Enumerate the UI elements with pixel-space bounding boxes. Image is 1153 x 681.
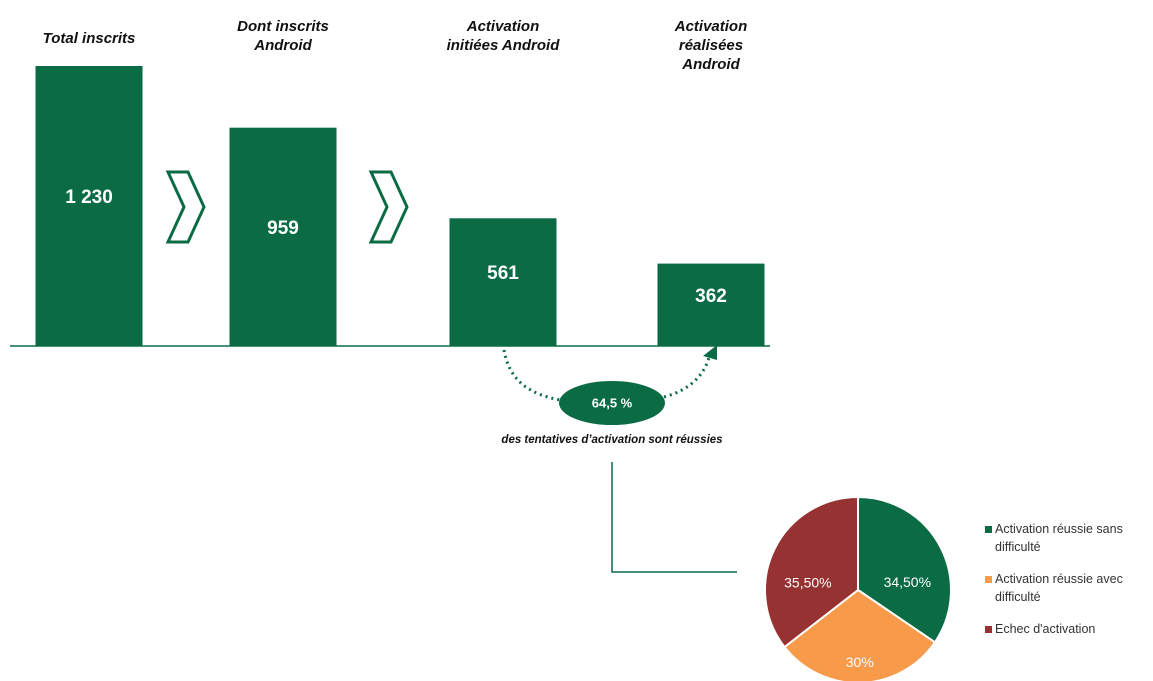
callout-badge bbox=[559, 381, 665, 425]
legend-entry: Activation réussie avec difficulté bbox=[985, 570, 1153, 606]
category-label: Activation initiées Android bbox=[446, 18, 560, 54]
value-label: 362 bbox=[695, 286, 727, 307]
legend-swatch bbox=[985, 576, 992, 583]
chevrons bbox=[165, 170, 409, 244]
callout-value: 64,5 % bbox=[592, 395, 633, 410]
legend-entry: Echec d'activation bbox=[985, 620, 1153, 638]
legend-entry: Activation réussie sans difficulté bbox=[985, 520, 1153, 556]
bar bbox=[657, 263, 765, 346]
legend-swatch bbox=[985, 526, 992, 533]
connector bbox=[611, 462, 737, 573]
slice-label: 34,50% bbox=[884, 574, 931, 590]
bar bbox=[229, 127, 337, 346]
pie-slice bbox=[764, 495, 859, 649]
arrow-head bbox=[703, 345, 717, 360]
value-label: 959 bbox=[267, 218, 299, 239]
pie-slice bbox=[857, 495, 952, 644]
callout-text: des tentatives d’activation sont réussie… bbox=[501, 434, 723, 446]
legend-swatch bbox=[985, 626, 992, 633]
slice-label: 35,50% bbox=[784, 575, 831, 591]
category-label: Dont inscrits Android bbox=[237, 18, 329, 54]
pie-slice bbox=[783, 588, 937, 681]
slice-label: 30% bbox=[846, 654, 874, 670]
category-label: Total inscrits bbox=[42, 30, 136, 47]
arrow bbox=[502, 349, 561, 402]
value-label: 1 230 bbox=[65, 187, 113, 208]
bar bbox=[449, 218, 557, 346]
arrow bbox=[663, 353, 712, 399]
bar bbox=[35, 66, 143, 346]
category-label: Activation réalisées Android bbox=[674, 18, 748, 73]
value-label: 561 bbox=[487, 263, 519, 284]
